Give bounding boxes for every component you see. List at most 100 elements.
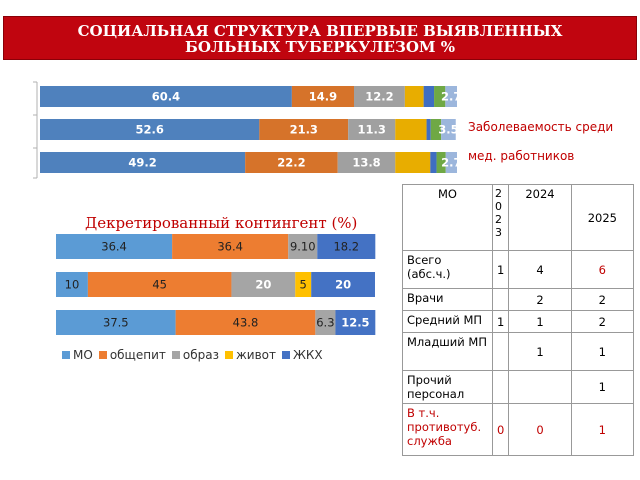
bar-label: 11.3	[358, 123, 386, 137]
bar-segment	[441, 119, 456, 140]
bar-label: 12.5	[341, 316, 369, 330]
legend-label: МО	[73, 348, 93, 362]
bar-segment	[40, 152, 246, 173]
bar-segment	[311, 272, 375, 297]
chart2-title: Декретированный контингент (%)	[85, 214, 358, 232]
table-cell: 4	[508, 250, 572, 289]
table-cell: 2	[508, 288, 572, 311]
bar-label: 3.5	[438, 123, 458, 137]
bar-segment	[231, 272, 296, 297]
row-label: Прочий персонал	[402, 370, 493, 404]
bar-label: 45	[152, 278, 167, 292]
header-2025: 2025	[570, 184, 635, 251]
legend-swatch	[224, 351, 233, 359]
bar-label: 49.2	[128, 156, 156, 170]
legend-swatch	[281, 351, 290, 359]
title-line-2: БОЛЬНЫХ ТУБЕРКУЛЕЗОМ %	[185, 38, 455, 56]
table-cell: 1	[508, 332, 572, 371]
table-cell: 1	[491, 310, 510, 333]
table-cell: 2	[570, 288, 635, 311]
bar-segment	[172, 234, 289, 259]
header-2023: 2023	[491, 184, 510, 251]
bar-segment	[245, 152, 338, 173]
bar-segment	[337, 152, 396, 173]
table-cell	[491, 288, 510, 311]
bar-segment	[430, 119, 442, 140]
bar-label: 13.8	[352, 156, 380, 170]
bar-label: 20	[335, 278, 351, 292]
table-row: Всего (абс.ч.) 1 4 6	[402, 250, 635, 289]
chart2-legend: МО общепит образ живот ЖКХ	[62, 348, 329, 362]
bar-label: 43.8	[233, 316, 259, 330]
bar-segment	[434, 86, 446, 107]
legend-item: МО	[62, 348, 93, 362]
bar-segment	[395, 152, 431, 173]
bar-label: 21.3	[290, 123, 318, 137]
bar-label: 6.3	[316, 316, 334, 330]
decreed-contingent-chart: 36.4 36.4 9.10 18.2 10 45 20 5 20 37.5 43.8 6.3 12.5	[56, 234, 376, 335]
legend-item: ЖКХ	[281, 348, 323, 362]
table-row: Средний МП 1 1 2	[402, 310, 635, 333]
title-banner: СОЦИАЛЬНАЯ СТРУКТУРА ВПЕРВЫЕ ВЫЯВЛЕННЫХ …	[3, 16, 637, 60]
header-mo: МО	[402, 184, 493, 251]
bar-segment	[404, 86, 424, 107]
bar-label: 36.4	[217, 240, 243, 254]
bar-label: 22.2	[277, 156, 305, 170]
bar-segment	[436, 152, 446, 173]
table-cell: 0	[491, 403, 510, 456]
legend-swatch	[171, 351, 180, 359]
medical-workers-table: МО 2023 2024 2025 Всего (абс.ч.) 1 4 6 Врачи…	[402, 184, 635, 456]
top-stacked-bar-chart: 60.4 14.9 12.2 2.7 52.6 21.3 11.3 3.5 49.2 22.2 13…	[33, 81, 462, 179]
row-label: Средний МП	[402, 310, 493, 333]
legend-item: живот	[224, 348, 276, 362]
bar-segment	[288, 234, 318, 259]
bar-label: 14.9	[309, 90, 337, 104]
bar-segment	[430, 152, 437, 173]
bar-label: 12.2	[365, 90, 393, 104]
table-cell: 1	[570, 403, 635, 456]
bar-label: 5	[300, 278, 307, 292]
table-cell: 1	[570, 370, 635, 404]
bar-segment	[423, 86, 435, 107]
bar-segment	[395, 119, 427, 140]
bar-segment	[259, 119, 349, 140]
bar-segment	[175, 310, 316, 335]
table-row: Прочий персонал 1	[402, 370, 635, 404]
table-cell	[491, 332, 510, 371]
bar-segment	[426, 119, 431, 140]
bar-segment	[295, 272, 312, 297]
bar-label: 37.5	[103, 316, 129, 330]
row-label: Врачи	[402, 288, 493, 311]
legend-swatch	[62, 351, 70, 359]
table-cell: 6	[570, 250, 635, 289]
bar-label: 2.7	[441, 156, 461, 170]
bar-label: 52.6	[135, 123, 163, 137]
bar-label: 18.2	[333, 240, 359, 254]
table-cell: 0	[508, 403, 572, 456]
bar-segment	[40, 86, 292, 107]
side-note-line-2: мед. работников	[468, 149, 575, 163]
bar-segment	[56, 310, 176, 335]
legend-label: живот	[235, 348, 276, 362]
bar-label: 10	[65, 278, 80, 292]
bar-label: 60.4	[152, 90, 180, 104]
legend-label: ЖКХ	[292, 348, 323, 362]
legend-item: общепит	[98, 348, 166, 362]
legend-item: образ	[171, 348, 219, 362]
table-cell	[508, 370, 572, 404]
row-label: Младший МП	[402, 332, 493, 371]
legend-swatch	[98, 351, 107, 359]
row-label: В т.ч. противотуб. служба	[402, 403, 493, 456]
bar-label: 9.10	[290, 240, 316, 254]
bar-segment	[354, 86, 405, 107]
side-note-line-1: Заболеваемость среди	[468, 120, 614, 134]
table-cell: 2	[570, 310, 635, 333]
bar-segment	[445, 86, 457, 107]
bar-segment	[40, 119, 260, 140]
bar-segment	[335, 310, 376, 335]
bar-segment	[445, 152, 457, 173]
table-cell: 1	[508, 310, 572, 333]
title-line-1: СОЦИАЛЬНАЯ СТРУКТУРА ВПЕРВЫЕ ВЫЯВЛЕННЫХ	[77, 22, 563, 40]
bar-segment	[291, 86, 355, 107]
header-2024: 2024	[508, 184, 572, 251]
